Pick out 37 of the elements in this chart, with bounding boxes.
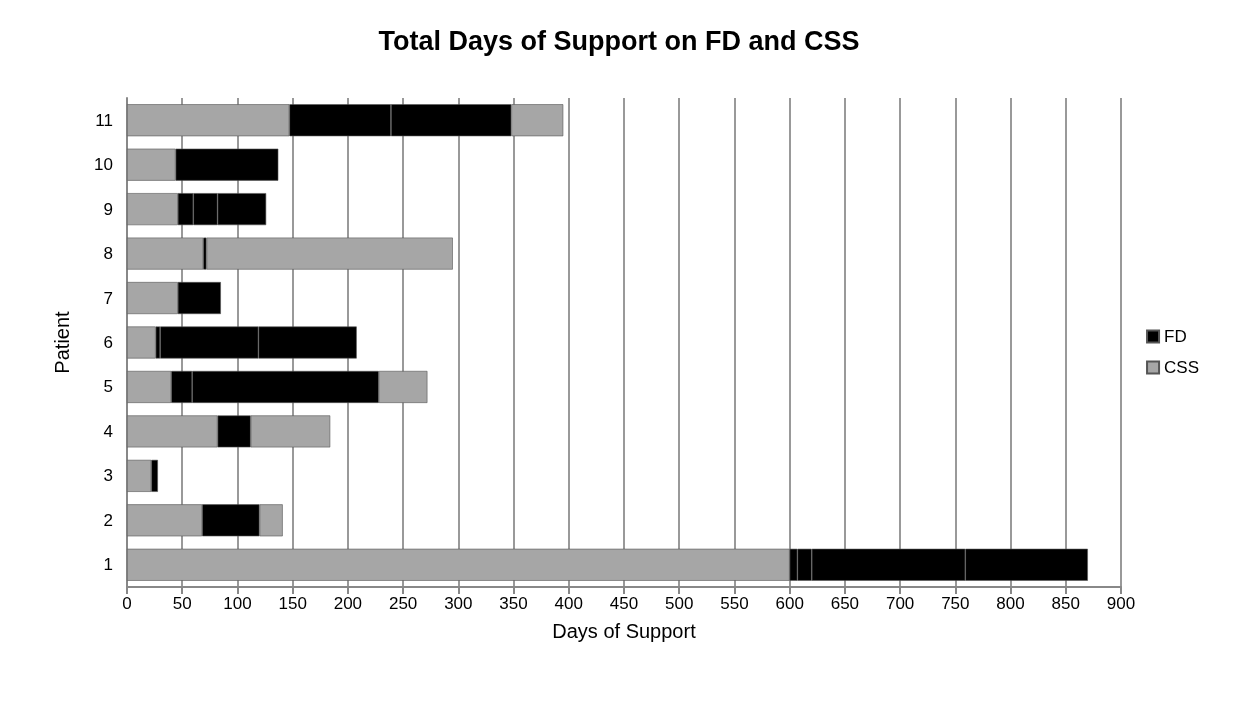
x-tick-label: 700 <box>885 594 915 613</box>
x-tick-label: 150 <box>278 594 307 613</box>
x-tick-label: 200 <box>333 594 363 613</box>
x-tick-label: 450 <box>609 594 639 613</box>
x-axis-title: Days of Support <box>552 620 697 642</box>
x-tick-label: 400 <box>554 594 583 613</box>
x-tick-label: 100 <box>223 594 252 613</box>
y-tick-label: 10 <box>94 155 113 175</box>
x-tick-label: 350 <box>499 594 528 613</box>
x-tick-label: 850 <box>1051 594 1080 613</box>
x-tick-label: 900 <box>1106 594 1136 613</box>
x-tick-label: 50 <box>172 594 192 613</box>
y-tick-label: 5 <box>103 377 113 397</box>
x-tick-label: 800 <box>996 594 1025 613</box>
y-tick-label: 4 <box>103 421 113 441</box>
x-tick-label: 0 <box>122 594 132 613</box>
y-tick-label: 8 <box>103 244 113 264</box>
y-tick-label: 7 <box>103 288 113 308</box>
bar <box>127 326 156 359</box>
bar <box>127 237 204 270</box>
x-tick-label: 600 <box>775 594 804 613</box>
y-tick-label: 11 <box>95 110 113 130</box>
legend-label: FD <box>1164 327 1187 346</box>
x-tick-label: 250 <box>388 594 418 613</box>
x-tick-label: 500 <box>665 594 694 613</box>
y-tick-label: 2 <box>103 510 113 530</box>
x-tick-label: 750 <box>941 594 970 613</box>
x-tick-label: 650 <box>830 594 860 613</box>
x-tick-label: 550 <box>720 594 749 613</box>
y-tick-label: 6 <box>103 333 113 352</box>
y-axis-title: Patient <box>51 310 73 374</box>
chart-title: Total Days of Support on FD and CSS <box>378 25 860 56</box>
y-tick-label: 1 <box>103 555 113 575</box>
y-tick-label: 9 <box>103 199 113 219</box>
y-tick-label: 3 <box>103 466 113 486</box>
legend-label: CSS <box>1164 358 1200 377</box>
x-tick-label: 300 <box>444 594 473 613</box>
